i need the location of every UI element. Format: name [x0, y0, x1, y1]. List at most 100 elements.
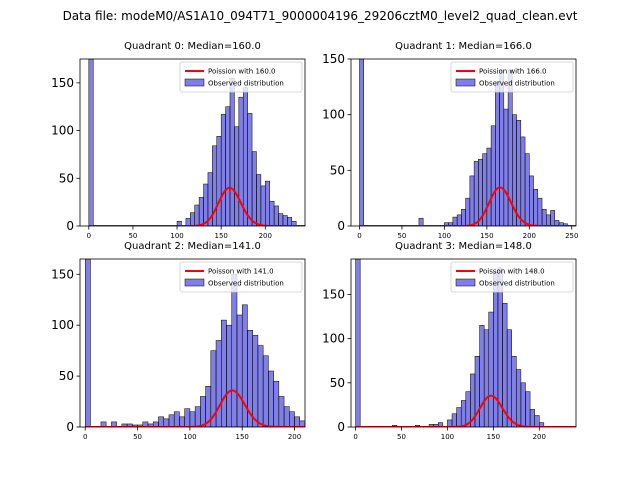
x-tick-label: 50: [397, 232, 406, 240]
legend-label-observed: Observed distribution: [208, 80, 284, 88]
legend-label-observed: Observed distribution: [208, 280, 284, 288]
histogram-bar: [189, 411, 196, 427]
quadrant-0-plot-area: [88, 59, 305, 226]
histogram-bar: [524, 153, 530, 226]
quadrant-1-panel: 0 50 100 150 0 50 100 150 200 250 Quadrant 1: Medi…: [322, 41, 578, 240]
histogram-bar: [190, 212, 195, 226]
y-tick-label: 100: [322, 108, 345, 122]
histogram-bar: [252, 335, 259, 427]
y-tick-label: 0: [66, 219, 74, 233]
x-tick-label: 250: [565, 232, 578, 240]
legend-label-poisson: Poission with 160.0: [208, 68, 276, 76]
histogram-bar: [359, 59, 364, 226]
histogram-bar: [251, 151, 257, 226]
x-tick-label: 100: [441, 433, 454, 441]
histogram-bar: [278, 213, 284, 226]
quadrant-3-panel: 0 50 100 150 0 50 100 150 200 Quadrant 3: Median=…: [322, 241, 577, 441]
quadrant-1-title: Quadrant 1: Median=166.0: [395, 41, 532, 52]
histogram-bar: [456, 214, 462, 226]
y-tick-label: 150: [322, 287, 345, 301]
x-tick-label: 0: [353, 433, 357, 441]
x-tick-label: 150: [236, 433, 249, 441]
histogram-bar: [516, 369, 522, 427]
histogram-bar: [203, 183, 209, 226]
axes-frame: [79, 258, 306, 428]
histogram-bar: [460, 400, 467, 427]
histogram-bar: [257, 345, 264, 427]
histogram-bar: [84, 259, 91, 427]
quadrant-2-title: Quadrant 2: Median=141.0: [124, 241, 261, 252]
histogram-bar: [539, 422, 545, 427]
histogram-bar: [520, 382, 526, 427]
histogram-bar: [437, 422, 444, 427]
y-tick-label: 0: [337, 219, 345, 233]
y-tick-label: 50: [330, 376, 345, 390]
histogram-bar: [486, 147, 492, 226]
histogram-bar: [163, 418, 170, 427]
histogram-bar: [185, 218, 191, 226]
histogram-bar: [546, 214, 551, 226]
histogram-bar: [242, 87, 248, 226]
quadrant-3-title: Quadrant 3: Median=148.0: [395, 241, 532, 252]
histogram-bar: [158, 416, 164, 427]
histogram-bar: [221, 319, 227, 427]
histogram-bar: [173, 411, 180, 427]
histogram-bar: [265, 180, 270, 226]
legend-box: [450, 261, 574, 293]
figure-suptitle: Data file: modeM0/AS1A10_094T71_90000041…: [63, 9, 578, 23]
y-tick-label: 150: [51, 76, 74, 90]
histogram-bar: [479, 325, 485, 427]
histogram-bar: [451, 413, 457, 427]
histogram-bar: [493, 272, 499, 427]
axes-frame: [350, 58, 577, 227]
histogram-bar: [268, 370, 274, 427]
histogram-bar: [225, 106, 231, 226]
histogram-bar: [525, 391, 531, 427]
histogram-bar: [294, 416, 301, 427]
histogram-bar: [287, 217, 293, 226]
legend-label-observed: Observed distribution: [479, 280, 555, 288]
histogram-bar: [273, 380, 280, 427]
histogram-bar: [452, 216, 458, 226]
histogram-bar: [194, 406, 201, 427]
y-tick-label: 0: [66, 420, 74, 434]
x-tick-label: 50: [397, 433, 406, 441]
legend-bar-swatch: [455, 78, 476, 87]
histogram-bar: [176, 220, 182, 226]
histogram-bar: [236, 314, 243, 427]
histogram-bar: [533, 189, 539, 226]
histogram-bar: [200, 396, 206, 427]
histogram-bar: [289, 411, 295, 427]
histogram-bar: [194, 204, 200, 226]
quadrant-2-plot-area: [84, 259, 305, 427]
histogram-bar: [541, 209, 547, 226]
histogram-bar: [283, 406, 290, 427]
histogram-bar: [229, 77, 235, 226]
histogram-bar: [282, 215, 288, 226]
histogram-bar: [226, 324, 232, 427]
subplot-grid: 0 50 100 150 0 50 100 150 200 Quadrant 0: Median=…: [51, 41, 578, 441]
x-tick-label: 200: [533, 433, 546, 441]
x-tick-label: 0: [83, 433, 87, 441]
histogram-bar: [260, 185, 266, 226]
histogram-bar: [291, 220, 297, 226]
histogram-bar: [216, 136, 222, 226]
x-tick-label: 200: [288, 433, 301, 441]
histogram-bar: [198, 197, 204, 226]
x-tick-label: 150: [487, 433, 500, 441]
histogram-bar: [465, 197, 471, 226]
axes-frame: [350, 258, 577, 428]
x-tick-label: 200: [259, 232, 272, 240]
histogram-bar: [516, 119, 522, 226]
x-tick-label: 0: [87, 232, 91, 240]
legend-label-poisson: Poisson with 148.0: [479, 268, 545, 276]
legend-label-poisson: Poisson with 141.0: [208, 268, 274, 276]
histogram-bar: [231, 274, 238, 427]
legend-bar-swatch: [455, 278, 476, 287]
y-tick-label: 100: [51, 124, 74, 138]
histogram-bar: [511, 356, 517, 427]
legend-box: [179, 61, 303, 93]
histogram-bar: [179, 416, 185, 427]
histogram-bar: [273, 205, 279, 226]
